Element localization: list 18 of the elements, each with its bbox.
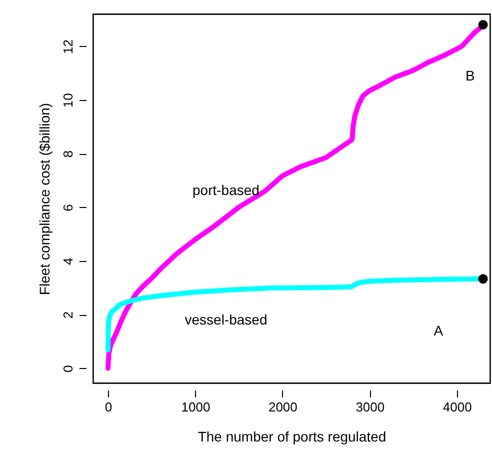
x-tick-label: 2000 xyxy=(268,400,298,414)
annotation: A xyxy=(434,322,444,338)
y-axis-title: Fleet compliance cost ($billion) xyxy=(36,102,52,296)
x-tick-label: 0 xyxy=(104,400,112,414)
y-tick-label: 6 xyxy=(60,204,76,212)
x-axis-title: The number of ports regulated xyxy=(198,428,386,444)
y-tick-label: 2 xyxy=(60,311,76,319)
y-tick-label: 12 xyxy=(60,39,76,54)
annotation: vessel-based xyxy=(184,311,268,328)
x-tick-label: 3000 xyxy=(356,400,385,414)
y-tick-label: 4 xyxy=(60,258,76,266)
annotation: B xyxy=(465,68,475,84)
y-tick-label: 0 xyxy=(60,365,76,372)
y-tick-label: 8 xyxy=(60,150,76,158)
annotation: port-based xyxy=(192,182,260,198)
x-tick-label: 1000 xyxy=(181,400,210,414)
y-tick-label: 10 xyxy=(60,93,76,108)
x-tick-label: 4000 xyxy=(442,400,472,414)
